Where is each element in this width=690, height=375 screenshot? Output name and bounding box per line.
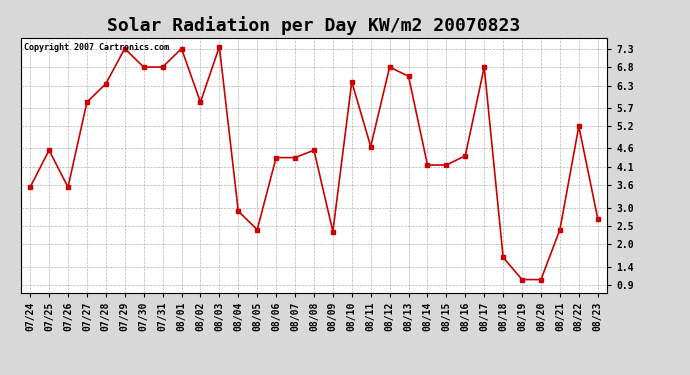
Title: Solar Radiation per Day KW/m2 20070823: Solar Radiation per Day KW/m2 20070823 — [108, 16, 520, 34]
Text: Copyright 2007 Cartronics.com: Copyright 2007 Cartronics.com — [23, 43, 168, 52]
